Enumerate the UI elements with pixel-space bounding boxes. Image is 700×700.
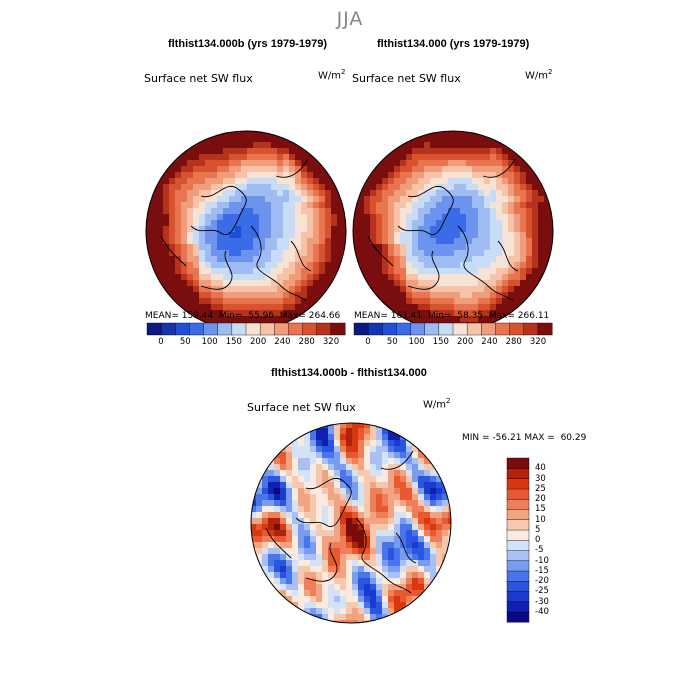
difference-colorbar-swatch: [506, 550, 530, 562]
panel2-colorbar-swatch: [396, 322, 412, 336]
panel1-colorbar-swatch: [288, 322, 304, 336]
panel2-colorbar-swatch: [367, 322, 383, 336]
panel2-colorbar-tick-label: 0: [365, 337, 371, 347]
panel1-colorbar-swatch: [160, 322, 176, 336]
panel2-colorbar-swatch: [466, 322, 482, 336]
difference-colorbar-tick-label: 20: [535, 494, 546, 504]
panel2-colorbar-tick-label: 240: [481, 337, 498, 347]
difference-units: W/m2: [423, 397, 451, 411]
panel2-colorbar-tick-label: 150: [432, 337, 449, 347]
difference-colorbar-swatch: [506, 529, 530, 541]
panel1-stats: MEAN= 159.44 Min= 55.96 Max= 264.66: [145, 311, 341, 321]
panel2-colorbar-tick-label: 100: [408, 337, 425, 347]
panel1-colorbar-swatch: [316, 322, 332, 336]
difference-stats: MIN = -56.21 MAX = 60.29: [462, 433, 587, 443]
panel1-colorbar-swatch: [274, 322, 289, 336]
difference-colorbar-swatch: [506, 580, 530, 592]
panel2-colorbar-swatch: [537, 322, 553, 336]
difference-colorbar-tick-label: -40: [535, 606, 549, 617]
difference-colorbar-tick-label: 25: [535, 483, 546, 494]
panel1-case-title: flthist134.000b (yrs 1979-1979): [168, 38, 327, 50]
difference-colorbar-swatch: [506, 539, 530, 551]
panel1-colorbar-swatch: [189, 322, 205, 336]
season-title: JJA: [336, 8, 364, 30]
difference-colorbar-tick-label: 0: [535, 535, 541, 545]
panel1-colorbar: [146, 322, 346, 336]
panel1-colorbar-tick-label: 50: [179, 337, 191, 347]
difference-variable-name: Surface net SW flux: [247, 401, 356, 414]
panel1-colorbar-swatch: [217, 322, 233, 336]
difference-colorbar-swatch: [506, 488, 530, 500]
panel2-colorbar-swatch: [410, 322, 426, 336]
panel2-colorbar-tick-label: 280: [505, 337, 522, 347]
panel2-polar-map: [352, 130, 554, 332]
panel1-colorbar-swatch: [203, 322, 219, 336]
panel1-colorbar-tick-label: 150: [225, 337, 242, 347]
difference-colorbar-swatch: [506, 611, 530, 623]
panel1-colorbar-swatch: [259, 322, 275, 336]
panel2-colorbar-tick-label: 50: [386, 337, 398, 347]
panel2-variable-name: Surface net SW flux: [352, 72, 461, 85]
difference-colorbar-swatch: [506, 468, 530, 480]
difference-colorbar-swatch: [506, 457, 530, 469]
panel1-colorbar-swatch: [146, 322, 162, 336]
difference-colorbar-swatch: [506, 509, 530, 521]
panel2-case-title: flthist134.000 (yrs 1979-1979): [377, 38, 530, 50]
difference-colorbar-swatch: [506, 478, 530, 490]
panel2-stats: MEAN= 161.41 Min= 58.35 Max= 266.11: [354, 311, 550, 321]
panel1-colorbar-swatch: [175, 322, 190, 336]
panel1-colorbar-swatch: [302, 322, 318, 336]
difference-colorbar-tick-label: 10: [535, 514, 546, 525]
panel1-units: W/m2: [318, 68, 346, 82]
difference-colorbar-tick-label: -10: [535, 555, 549, 566]
panel2-colorbar-swatch: [424, 322, 440, 336]
difference-colorbar-tick-label: -15: [535, 565, 549, 576]
panel1-colorbar-tick-label: 100: [201, 337, 218, 347]
difference-colorbar-tick-label: 40: [535, 463, 546, 474]
panel1-colorbar-tick-label: 320: [322, 337, 340, 347]
panel1-colorbar-tick-label: 200: [250, 337, 267, 347]
panel1-polar-map: [145, 130, 347, 332]
panel2-colorbar-swatch: [382, 322, 397, 336]
panel2-colorbar-tick-label: 200: [457, 337, 474, 347]
panel1-colorbar-swatch: [330, 322, 346, 336]
panel2-colorbar-swatch: [353, 322, 369, 336]
difference-colorbar-swatch: [506, 601, 530, 613]
difference-colorbar-tick-label: -25: [535, 586, 549, 597]
difference-colorbar-swatch: [506, 570, 530, 582]
difference-title: flthist134.000b - flthist134.000: [271, 367, 427, 379]
difference-colorbar-swatch: [506, 591, 530, 603]
map-boundary: [250, 422, 452, 624]
difference-colorbar-tick-label: -20: [535, 576, 549, 586]
difference-colorbar-tick-label: -30: [535, 596, 549, 607]
panel1-variable-name: Surface net SW flux: [144, 72, 253, 85]
panel1-colorbar-tick-label: 240: [274, 337, 291, 347]
panel2-colorbar-swatch: [495, 322, 511, 336]
panel1-colorbar-tick-label: 280: [298, 337, 315, 347]
coastline-overlay: [160, 158, 312, 302]
difference-colorbar-tick-label: 30: [535, 473, 546, 484]
difference-colorbar: [506, 457, 530, 623]
difference-colorbar-tick-label: 15: [535, 504, 546, 515]
panel2-colorbar: [353, 322, 553, 336]
difference-colorbar-tick-label: -5: [535, 545, 544, 556]
panel2-colorbar-swatch: [438, 322, 454, 336]
panel2-colorbar-swatch: [523, 322, 539, 336]
panel2-colorbar-tick-label: 320: [529, 337, 547, 347]
coastline-overlay: [265, 450, 417, 594]
difference-colorbar-swatch: [506, 498, 530, 510]
difference-colorbar-swatch: [506, 560, 530, 572]
panel2-units: W/m2: [525, 68, 553, 82]
panel1-colorbar-swatch: [245, 322, 261, 336]
difference-polar-map: [250, 422, 452, 624]
panel2-colorbar-swatch: [452, 322, 468, 336]
difference-colorbar-tick-label: 5: [535, 524, 541, 535]
panel2-colorbar-swatch: [481, 322, 496, 336]
panel1-colorbar-swatch: [231, 322, 247, 336]
panel1-colorbar-tick-label: 0: [158, 337, 164, 347]
panel2-colorbar-swatch: [509, 322, 525, 336]
difference-colorbar-swatch: [506, 519, 530, 531]
coastline-overlay: [367, 158, 519, 302]
